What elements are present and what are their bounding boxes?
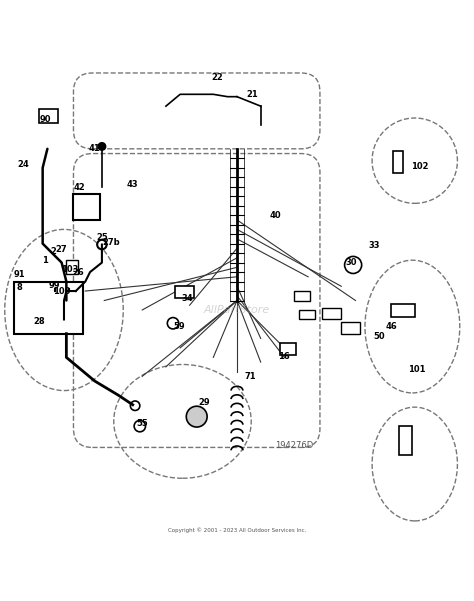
Bar xyxy=(43,291,83,320)
Bar xyxy=(322,308,341,320)
Text: 102: 102 xyxy=(411,162,428,171)
Text: 2: 2 xyxy=(50,247,56,256)
Text: 194276D: 194276D xyxy=(275,441,313,450)
Text: 100: 100 xyxy=(53,287,70,296)
Text: 26: 26 xyxy=(73,267,84,276)
Text: 28: 28 xyxy=(34,317,45,326)
Text: 46: 46 xyxy=(385,322,397,331)
Text: AllPartStore: AllPartStore xyxy=(204,305,270,315)
Circle shape xyxy=(167,317,179,329)
Bar xyxy=(299,310,315,320)
Text: 27b: 27b xyxy=(102,238,120,247)
Text: 90: 90 xyxy=(39,115,51,124)
Circle shape xyxy=(134,421,146,432)
Text: 34: 34 xyxy=(182,294,193,303)
Text: 55: 55 xyxy=(137,419,148,429)
Text: 91: 91 xyxy=(14,270,26,279)
Text: Copyright © 2001 - 2023 All Outdoor Services Inc.: Copyright © 2001 - 2023 All Outdoor Serv… xyxy=(168,527,306,532)
Text: 71: 71 xyxy=(245,372,256,381)
Bar xyxy=(393,151,403,172)
Bar xyxy=(391,304,415,317)
Circle shape xyxy=(345,257,362,273)
Bar xyxy=(399,426,412,454)
Text: 21: 21 xyxy=(246,90,258,99)
Text: 30: 30 xyxy=(345,258,356,267)
Text: 40: 40 xyxy=(269,211,281,220)
Text: 101: 101 xyxy=(409,365,426,374)
Bar xyxy=(14,281,83,334)
Bar xyxy=(294,291,310,300)
Text: 29: 29 xyxy=(198,398,210,407)
Text: 33: 33 xyxy=(369,242,380,251)
Text: 1: 1 xyxy=(42,255,48,264)
Bar xyxy=(341,322,360,334)
Bar xyxy=(66,260,78,275)
Text: 43: 43 xyxy=(127,180,138,189)
Text: 25: 25 xyxy=(96,233,108,242)
Text: 22: 22 xyxy=(211,73,223,82)
Circle shape xyxy=(186,406,207,427)
Text: 27: 27 xyxy=(56,245,67,254)
Circle shape xyxy=(98,142,106,150)
Text: 24: 24 xyxy=(17,160,28,169)
Text: 103: 103 xyxy=(62,265,79,274)
Text: 16: 16 xyxy=(279,352,290,361)
Circle shape xyxy=(97,240,107,249)
Text: 59: 59 xyxy=(173,322,185,331)
Circle shape xyxy=(130,401,140,410)
Bar xyxy=(73,194,100,220)
Text: 99: 99 xyxy=(49,281,60,290)
Text: 42: 42 xyxy=(74,183,85,192)
Text: 50: 50 xyxy=(374,332,385,341)
Text: 8: 8 xyxy=(16,282,22,291)
Text: 41: 41 xyxy=(89,144,100,153)
Bar xyxy=(175,286,194,298)
Bar xyxy=(39,109,58,123)
Bar xyxy=(280,343,296,355)
